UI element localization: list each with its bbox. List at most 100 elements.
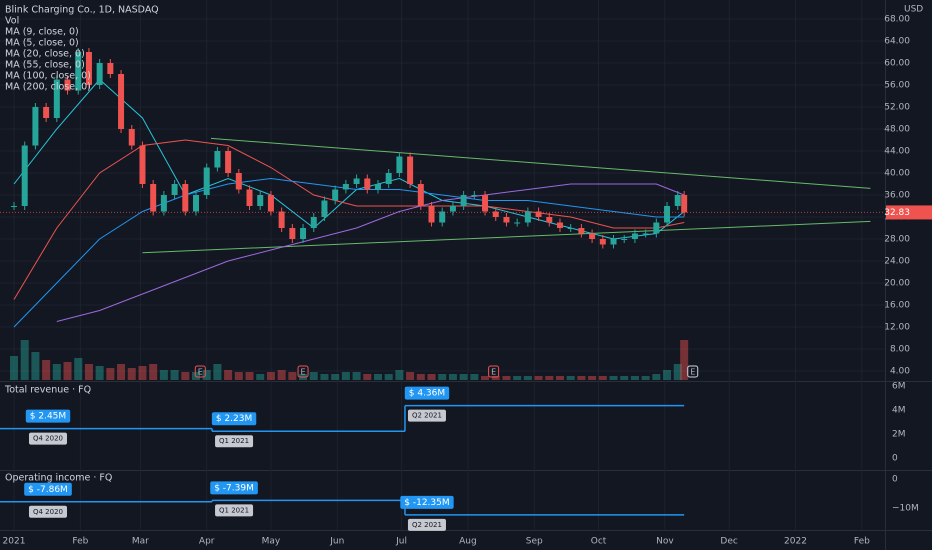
volume-bar [577, 376, 586, 380]
period-label: Q2 2021 [412, 412, 442, 420]
volume-bar [106, 368, 115, 380]
volume-bar [513, 376, 522, 380]
currency: USD [904, 5, 923, 15]
period-badge [407, 409, 446, 422]
trendline [142, 220, 871, 254]
x-tick-label: Feb [72, 537, 88, 547]
candle-body [332, 189, 339, 201]
candle-body [482, 195, 489, 212]
x-tick-label: 2021 [3, 537, 26, 547]
y-tick-label: 12.00 [884, 323, 910, 333]
candle-body [417, 184, 424, 206]
period-badge [215, 504, 254, 517]
candle-body [11, 206, 18, 207]
pane-title[interactable]: Operating income · FQ [5, 473, 112, 484]
indicator-legend[interactable]: MA (9, close, 0) [5, 27, 79, 38]
volume-bar [406, 372, 415, 380]
y-tick-label: 44.00 [884, 147, 910, 157]
value-badge[interactable] [210, 481, 258, 495]
candle-body [300, 228, 307, 239]
y-tick-label: 64.00 [884, 37, 910, 47]
indicator-legend[interactable]: MA (5, close, 0) [5, 38, 79, 49]
volume-bar [481, 376, 490, 380]
volume-bar [641, 376, 650, 380]
indicator-legend[interactable]: MA (55, close, 0) [5, 60, 85, 71]
volume-bar [42, 360, 51, 380]
candle-body [374, 184, 381, 190]
volume-bar [266, 372, 275, 380]
candle-body [578, 228, 585, 234]
value-badge[interactable] [24, 482, 72, 496]
volume-bar [502, 376, 511, 380]
candle-body [460, 195, 467, 206]
value-badge[interactable] [211, 412, 257, 426]
volume-bar [320, 374, 329, 380]
candle-body [225, 151, 232, 173]
earnings-box[interactable] [297, 365, 309, 378]
earnings-marker: E [198, 368, 203, 377]
y-tick-label: 28.00 [884, 235, 910, 245]
volume-bar [491, 376, 500, 380]
indicator-legend[interactable]: MA (200, close, 0) [5, 82, 91, 93]
candle-body [428, 206, 435, 223]
volume-bar [395, 370, 404, 380]
period-label: Q1 2021 [219, 506, 249, 514]
y-tick-label: 0 [892, 475, 898, 485]
volume-bar [545, 376, 554, 380]
candle-body [385, 173, 392, 184]
value-badge[interactable] [400, 495, 454, 509]
earnings-marker: E [301, 368, 306, 377]
earnings-box[interactable] [194, 365, 206, 378]
volume-bar [448, 374, 457, 380]
y-tick-label: 36.00 [884, 191, 910, 201]
x-tick-label: Mar [132, 537, 149, 547]
earnings-box[interactable] [687, 365, 699, 378]
candle-body [653, 222, 660, 234]
indicator-legend[interactable]: MA (100, close, 0) [5, 71, 91, 82]
volume-bar [245, 372, 254, 380]
y-tick-label: 2M [892, 430, 906, 440]
volume-bar [138, 366, 147, 380]
period-badge [407, 518, 446, 531]
volume-label[interactable]: Vol [5, 16, 19, 27]
moving-average [13, 139, 685, 300]
pane-title[interactable]: Total revenue · FQ [4, 385, 91, 396]
earnings-box[interactable] [488, 365, 500, 378]
volume-bar [331, 374, 340, 380]
y-tick-label: 6M [892, 382, 906, 392]
candle-body [85, 52, 92, 85]
y-tick-label: 56.00 [884, 81, 910, 91]
symbol-title[interactable]: Blink Charging Co., 1D, NASDAQ [5, 5, 159, 16]
volume-bar [363, 374, 372, 380]
period-label: Q4 2020 [33, 508, 63, 516]
candle-body [139, 145, 146, 184]
volume-bar [74, 358, 83, 380]
volume-bar [416, 374, 425, 380]
volume-bar [438, 374, 447, 380]
volume-bar [620, 376, 629, 380]
volume-bar [277, 370, 286, 380]
value-badge[interactable] [404, 386, 450, 400]
period-label: Q2 2021 [412, 521, 442, 529]
trendline [210, 137, 871, 189]
candle-body [235, 173, 242, 190]
volume-bar [288, 372, 297, 380]
candle-body [203, 167, 210, 195]
candle-body [556, 222, 563, 228]
candle-body [514, 222, 521, 224]
volume-bar [652, 374, 661, 380]
earnings-marker: E [491, 368, 496, 377]
value-badge[interactable] [25, 409, 71, 423]
period-label: Q4 2020 [33, 435, 63, 443]
volume-bar [470, 374, 479, 380]
candle-body [589, 233, 596, 239]
volume-bar [673, 364, 682, 380]
candle-body [621, 239, 628, 240]
candle-body [681, 195, 688, 213]
indicator-legend[interactable]: MA (20, close, 0) [5, 49, 85, 60]
candle-body [32, 107, 39, 146]
x-tick-label: Jun [329, 537, 344, 547]
value-label: $ 2.45M [30, 412, 66, 422]
candle-body [342, 184, 349, 190]
value-label: $ 2.23M [216, 414, 252, 424]
